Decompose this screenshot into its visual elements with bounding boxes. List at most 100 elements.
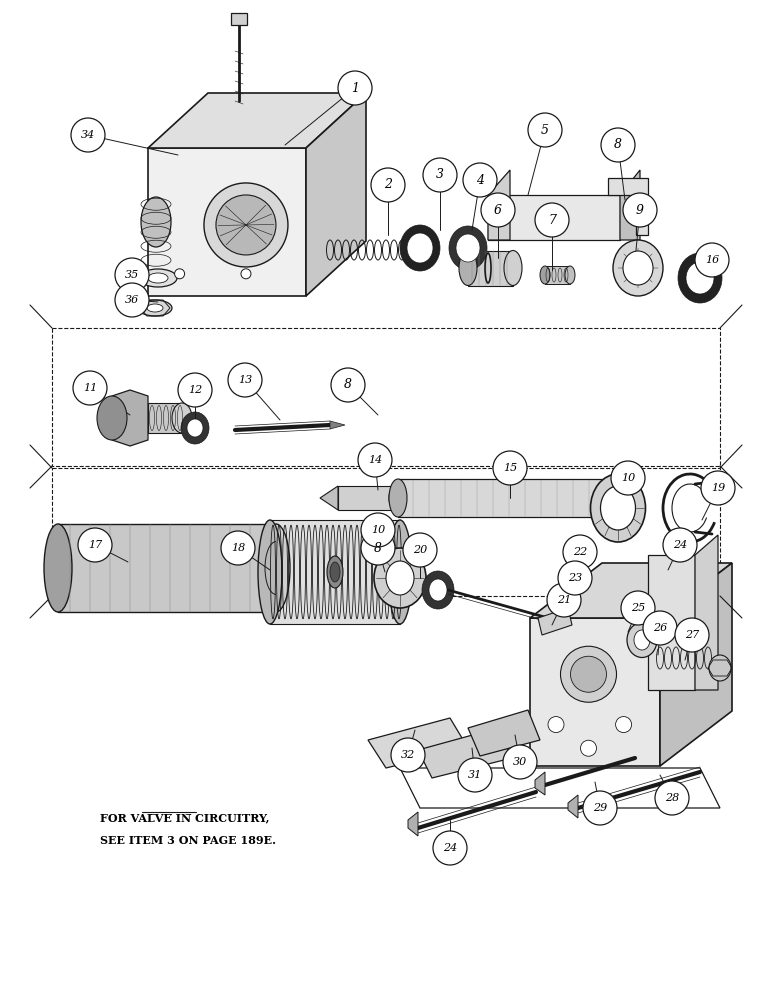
- Circle shape: [73, 371, 107, 405]
- Text: 28: 28: [665, 793, 679, 803]
- Ellipse shape: [565, 266, 575, 284]
- Bar: [52, 328, 720, 466]
- Circle shape: [615, 717, 631, 733]
- Text: 6: 6: [494, 204, 502, 217]
- Circle shape: [548, 717, 564, 733]
- Ellipse shape: [172, 403, 192, 433]
- Circle shape: [701, 471, 735, 505]
- Polygon shape: [530, 618, 660, 766]
- Polygon shape: [112, 390, 148, 446]
- Polygon shape: [695, 535, 718, 690]
- Text: 16: 16: [705, 255, 720, 265]
- Circle shape: [228, 363, 262, 397]
- Circle shape: [493, 451, 527, 485]
- Ellipse shape: [187, 419, 203, 437]
- Text: 24: 24: [673, 540, 687, 550]
- Ellipse shape: [678, 253, 722, 303]
- Ellipse shape: [148, 273, 168, 283]
- Circle shape: [115, 258, 149, 292]
- Text: SEE ITEM 3 ON PAGE 189E.: SEE ITEM 3 ON PAGE 189E.: [100, 834, 276, 846]
- Ellipse shape: [686, 262, 714, 294]
- Text: 34: 34: [81, 130, 95, 140]
- Circle shape: [583, 791, 617, 825]
- Ellipse shape: [139, 269, 177, 287]
- Text: 8: 8: [614, 138, 622, 151]
- Text: 10: 10: [371, 525, 385, 535]
- Text: 1: 1: [351, 82, 359, 95]
- Text: 4: 4: [476, 174, 484, 186]
- Bar: [545, 266, 570, 284]
- Bar: [398, 479, 608, 517]
- Text: 12: 12: [188, 385, 202, 395]
- Text: 32: 32: [401, 750, 415, 760]
- Circle shape: [547, 583, 581, 617]
- Circle shape: [621, 591, 655, 625]
- Ellipse shape: [147, 304, 163, 312]
- Polygon shape: [488, 170, 510, 240]
- Text: 20: 20: [413, 545, 427, 555]
- Polygon shape: [148, 93, 366, 148]
- Circle shape: [71, 118, 105, 152]
- Text: 21: 21: [557, 595, 571, 605]
- Bar: [378, 548, 408, 584]
- Circle shape: [115, 283, 149, 317]
- Ellipse shape: [422, 571, 454, 609]
- Circle shape: [643, 611, 677, 645]
- Ellipse shape: [709, 655, 731, 681]
- Ellipse shape: [389, 479, 407, 517]
- Circle shape: [433, 831, 467, 865]
- Text: 26: 26: [653, 623, 667, 633]
- Ellipse shape: [449, 226, 487, 270]
- Polygon shape: [148, 148, 306, 296]
- Ellipse shape: [258, 520, 282, 624]
- Ellipse shape: [374, 548, 426, 608]
- Circle shape: [528, 113, 562, 147]
- Text: 36: 36: [125, 295, 139, 305]
- Ellipse shape: [613, 240, 663, 296]
- Text: 7: 7: [548, 214, 556, 227]
- Ellipse shape: [599, 479, 617, 517]
- Ellipse shape: [459, 250, 477, 286]
- Bar: [338, 486, 396, 510]
- Text: 8: 8: [344, 378, 352, 391]
- Circle shape: [423, 158, 457, 192]
- Ellipse shape: [456, 234, 480, 262]
- Polygon shape: [368, 718, 468, 768]
- Circle shape: [371, 168, 405, 202]
- Circle shape: [358, 443, 392, 477]
- Ellipse shape: [623, 251, 653, 285]
- Text: 2: 2: [384, 178, 392, 192]
- Circle shape: [571, 656, 607, 692]
- Circle shape: [463, 163, 497, 197]
- Circle shape: [663, 528, 697, 562]
- Circle shape: [695, 243, 729, 277]
- Circle shape: [331, 368, 365, 402]
- Circle shape: [503, 745, 537, 779]
- Circle shape: [563, 535, 597, 569]
- Ellipse shape: [634, 630, 650, 650]
- Ellipse shape: [591, 474, 645, 542]
- Polygon shape: [608, 178, 648, 235]
- Ellipse shape: [601, 486, 635, 530]
- Ellipse shape: [181, 412, 209, 444]
- Polygon shape: [320, 486, 338, 510]
- Ellipse shape: [386, 561, 414, 595]
- Ellipse shape: [138, 300, 172, 316]
- Circle shape: [391, 738, 425, 772]
- Circle shape: [481, 193, 515, 227]
- Text: 29: 29: [593, 803, 607, 813]
- Text: 5: 5: [541, 123, 549, 136]
- Polygon shape: [306, 93, 366, 296]
- Ellipse shape: [327, 556, 343, 588]
- Circle shape: [178, 373, 212, 407]
- Text: 35: 35: [125, 270, 139, 280]
- Circle shape: [241, 269, 251, 279]
- Polygon shape: [408, 812, 418, 836]
- Circle shape: [655, 781, 689, 815]
- Text: 3: 3: [436, 168, 444, 182]
- Text: 19: 19: [711, 483, 725, 493]
- Circle shape: [623, 193, 657, 227]
- Ellipse shape: [389, 486, 403, 510]
- Text: 14: 14: [368, 455, 382, 465]
- Text: 8: 8: [374, 542, 382, 554]
